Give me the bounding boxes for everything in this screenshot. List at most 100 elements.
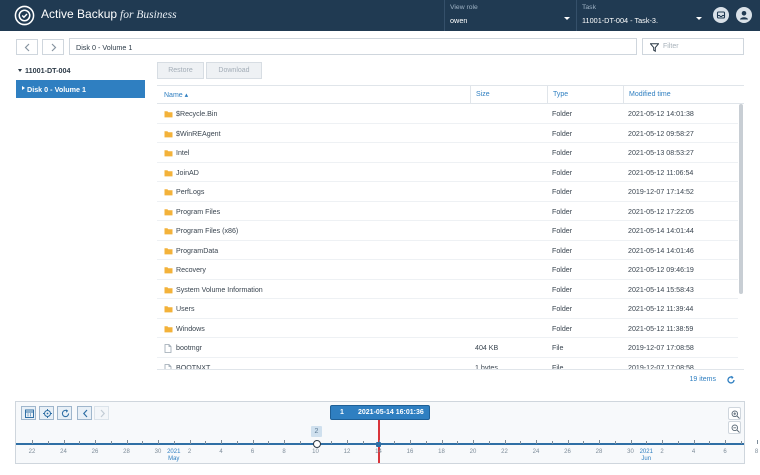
folder-icon <box>164 266 173 276</box>
cell-name: Users <box>176 305 195 313</box>
timeline-tick <box>599 440 600 444</box>
timeline-tick <box>32 440 33 444</box>
timeline-tick <box>347 440 348 444</box>
cell-type: Folder <box>552 110 573 118</box>
timeline-day-label: 6 <box>723 449 727 455</box>
table-row[interactable]: Users Folder 2021-05-12 11:39:44 <box>157 299 738 319</box>
file-table-body: $Recycle.Bin Folder 2021-05-12 14:01:38 $Wi… <box>157 104 738 369</box>
timeline-next-button[interactable] <box>94 406 109 420</box>
table-row[interactable]: bootmgr 404 KB File 2019-12-07 17:08:58 <box>157 338 738 358</box>
table-row[interactable]: $WinREAgent Folder 2021-05-12 09:58:27 <box>157 124 738 143</box>
folder-icon <box>164 110 173 120</box>
table-row[interactable]: BOOTNXT 1 bytes File 2019-12-07 17:08:58 <box>157 358 738 370</box>
column-divider <box>470 86 471 104</box>
table-row[interactable]: Program Files Folder 2021-05-12 17:22:05 <box>157 202 738 221</box>
column-divider <box>623 86 624 104</box>
refresh-icon <box>61 409 70 418</box>
column-header-type[interactable]: Type <box>553 91 569 98</box>
locate-button[interactable] <box>39 406 54 420</box>
table-row[interactable]: $Recycle.Bin Folder 2021-05-12 14:01:38 <box>157 104 738 124</box>
timeline-minor-tick <box>646 441 648 444</box>
column-header-modified[interactable]: Modified time <box>629 91 671 98</box>
restore-button[interactable]: Restore <box>157 62 204 79</box>
cell-type: Folder <box>552 207 573 216</box>
cell-name: Windows <box>176 324 205 333</box>
cell-modified: 2021-05-12 11:39:44 <box>628 305 694 313</box>
refresh-icon[interactable] <box>726 375 736 385</box>
zoom-in-button[interactable] <box>728 407 741 420</box>
timeline-prev-button[interactable] <box>77 406 92 420</box>
caret-right-icon <box>22 86 25 90</box>
crosshair-icon <box>43 409 52 418</box>
timeline-handle[interactable] <box>313 440 321 448</box>
view-role-select[interactable]: View role owen <box>444 0 576 31</box>
timeline-tick <box>662 440 663 444</box>
selected-version-badge[interactable]: 1 2021-05-14 16:01:36 <box>330 405 430 420</box>
timeline-tick <box>158 440 159 444</box>
tree-item-volume[interactable]: Disk 0 - Volume 1 <box>16 80 145 98</box>
timeline-minor-tick <box>331 441 333 444</box>
cell-modified: 2021-05-12 11:06:54 <box>628 168 694 177</box>
zoom-out-button[interactable] <box>728 421 741 434</box>
filter-input[interactable]: Filter <box>642 38 744 55</box>
table-row[interactable]: Recovery Folder 2021-05-12 09:46:19 <box>157 260 738 280</box>
column-header-name[interactable]: Name ▴ <box>164 91 188 99</box>
column-divider <box>547 86 548 104</box>
table-row[interactable]: ProgramData Folder 2021-05-14 14:01:46 <box>157 241 738 260</box>
path-field[interactable]: Disk 0 - Volume 1 <box>69 38 637 55</box>
timeline-refresh-button[interactable] <box>57 406 72 420</box>
timeline-tick <box>536 440 537 444</box>
table-row[interactable]: Intel Folder 2021-05-13 08:53:27 <box>157 143 738 163</box>
timeline-day-label: 26 <box>564 449 571 455</box>
timeline-day-label: 2 <box>660 449 664 455</box>
cell-modified: 2021-05-14 14:01:44 <box>628 227 694 235</box>
timeline-tick <box>410 440 411 444</box>
timeline-day-label: 28 <box>595 449 603 455</box>
folder-icon <box>164 149 173 159</box>
message-button[interactable] <box>713 7 729 23</box>
item-count: 19 items <box>689 376 716 383</box>
version-point[interactable] <box>376 442 381 447</box>
table-row[interactable]: Windows Folder 2021-05-12 11:38:59 <box>157 319 738 338</box>
timeline-minor-tick <box>173 441 175 444</box>
timeline-tick <box>126 440 128 444</box>
table-row[interactable]: JoinAD Folder 2021-05-12 11:06:54 <box>157 163 738 182</box>
timeline-month-label: May <box>168 456 180 462</box>
table-row[interactable]: System Volume Information Folder 2021-05-1… <box>157 280 738 299</box>
download-button[interactable]: Download <box>206 62 262 79</box>
cell-modified: 2021-05-12 17:22:05 <box>628 207 694 216</box>
timeline-tick <box>63 440 65 444</box>
table-row[interactable]: PerfLogs Folder 2019-12-07 17:14:52 <box>157 182 738 202</box>
tree-root-device[interactable]: 11001-DT-004 <box>18 66 71 75</box>
timeline-day-label: 18 <box>438 449 445 455</box>
cell-type: File <box>552 363 564 370</box>
cell-name: Program Files (x86) <box>176 227 239 235</box>
user-account-button[interactable] <box>736 7 752 23</box>
timeline-day-label: 8 <box>282 449 286 455</box>
back-button[interactable] <box>16 39 38 55</box>
cell-modified: 2021-05-12 14:01:38 <box>628 110 694 118</box>
timeline-day-label: 22 <box>501 449 508 455</box>
chevron-left-icon <box>24 43 30 52</box>
forward-button[interactable] <box>42 39 64 55</box>
table-scrollbar[interactable] <box>739 104 743 294</box>
version-cluster-count[interactable]: 2 <box>311 426 322 437</box>
cell-modified: 2019-12-07 17:14:52 <box>628 188 694 196</box>
cell-type: Folder <box>552 305 573 313</box>
cell-type: Folder <box>552 266 573 274</box>
cell-modified: 2021-05-12 09:58:27 <box>628 129 694 138</box>
timeline-day-label: 4 <box>219 449 223 455</box>
timeline-minor-tick <box>268 441 270 444</box>
folder-icon <box>164 169 173 179</box>
table-row[interactable]: Program Files (x86) Folder 2021-05-14 14:0… <box>157 221 738 241</box>
timeline-tick <box>630 440 632 444</box>
caret-down-icon <box>18 69 22 72</box>
timeline-day-label: 10 <box>312 449 319 455</box>
timeline-minor-tick <box>457 441 459 444</box>
calendar-button[interactable] <box>21 406 36 420</box>
task-select[interactable]: Task 11001-DT-004 - Task-3. <box>576 0 708 31</box>
app-title-text: Active Backup <box>41 7 118 21</box>
column-header-size[interactable]: Size <box>476 91 490 98</box>
cell-type: File <box>552 344 564 352</box>
cell-name: BOOTNXT <box>176 363 211 370</box>
